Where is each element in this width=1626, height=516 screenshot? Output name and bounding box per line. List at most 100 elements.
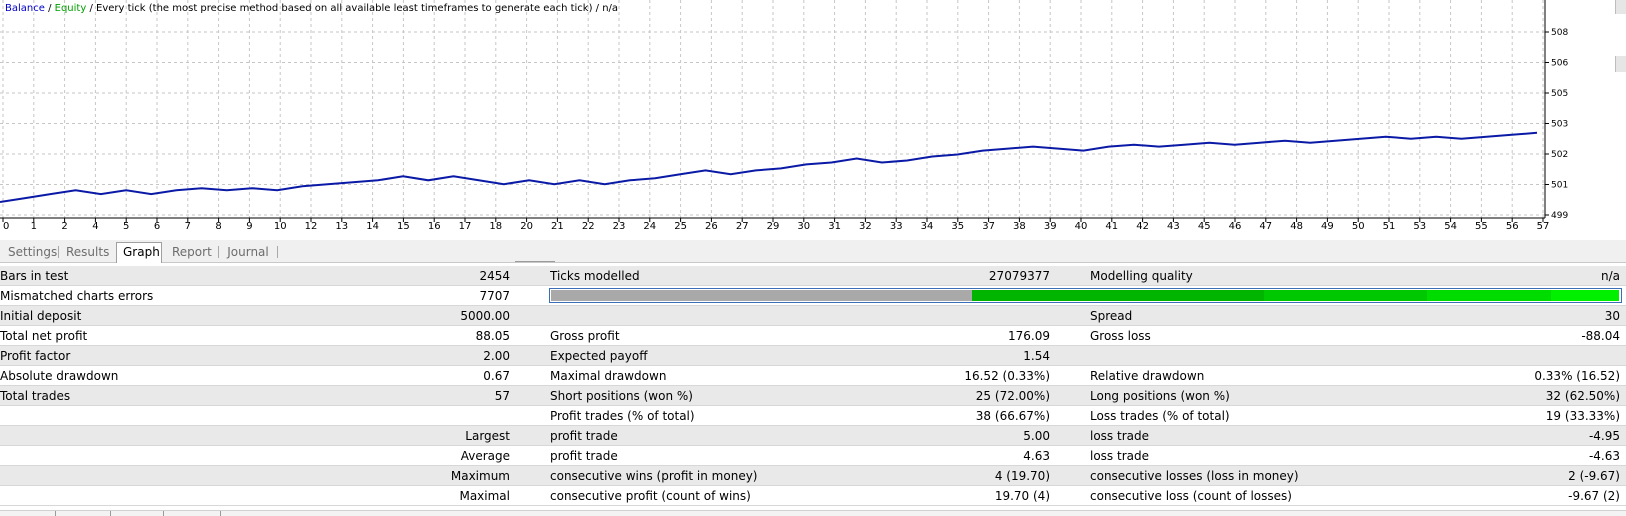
y-tick-label: 503 xyxy=(1551,120,1568,130)
profit-trades-value: 38 (66.67%) xyxy=(975,409,1050,423)
maximal-drawdown-value: 16.52 (0.33%) xyxy=(964,369,1050,383)
tab-results[interactable]: Results xyxy=(66,245,110,259)
largest-loss-trade-label: loss trade xyxy=(1090,429,1149,443)
quality-bar-grey xyxy=(551,290,972,301)
x-tick-label: 23 xyxy=(613,221,626,232)
x-tick-label: 4 xyxy=(92,221,98,232)
x-tick-label: 24 xyxy=(643,221,656,232)
x-tick-label: 40 xyxy=(1075,221,1088,232)
average-loss-trade-label: loss trade xyxy=(1090,449,1149,463)
spread-value: 30 xyxy=(1604,309,1620,323)
total-net-profit-value: 88.05 xyxy=(475,329,510,343)
absolute-drawdown-value: 0.67 xyxy=(483,369,510,383)
legend-balance: Balance xyxy=(5,3,45,14)
table-row: Maximal consecutive profit (count of win… xyxy=(0,486,1626,506)
x-tick-label: 1 xyxy=(31,221,37,232)
splitter-handle[interactable] xyxy=(515,261,555,262)
y-tick-label: 502 xyxy=(1551,150,1568,160)
maximum-label: Maximum xyxy=(450,469,510,483)
x-tick-label: 0 xyxy=(3,221,9,232)
total-trades-value: 57 xyxy=(494,389,510,403)
x-tick-label: 29 xyxy=(767,221,780,232)
total-trades-label: Total trades xyxy=(0,389,71,403)
mismatched-errors-label: Mismatched charts errors xyxy=(0,289,154,303)
loss-trades-label: Loss trades (% of total) xyxy=(1090,409,1230,423)
x-tick-label: 2 xyxy=(61,221,67,232)
long-positions-value: 32 (62.50%) xyxy=(1545,389,1620,403)
x-tick-label: 30 xyxy=(797,221,810,232)
tab-graph[interactable]: Graph xyxy=(116,242,162,263)
vertical-scrollbar-stub-2[interactable] xyxy=(1615,56,1626,72)
quality-bar-green-3 xyxy=(1427,290,1551,301)
largest-profit-trade-value: 5.00 xyxy=(1023,429,1050,443)
largest-profit-trade-label: profit trade xyxy=(550,429,618,443)
y-tick-label: 499 xyxy=(1551,211,1568,221)
short-positions-value: 25 (72.00%) xyxy=(975,389,1050,403)
table-row: Total trades 57 Short positions (won %) … xyxy=(0,386,1626,406)
x-tick-label: 54 xyxy=(1444,221,1457,232)
loss-trades-value: 19 (33.33%) xyxy=(1545,409,1620,423)
x-tick-label: 48 xyxy=(1290,221,1303,232)
x-tick-label: 46 xyxy=(1229,221,1242,232)
x-tick-label: 26 xyxy=(705,221,718,232)
bottom-tab-strip xyxy=(0,510,1626,516)
gross-loss-label: Gross loss xyxy=(1090,329,1151,343)
x-tick-label: 5 xyxy=(123,221,129,232)
vertical-scrollbar-stub[interactable] xyxy=(1615,0,1626,14)
x-tick-label: 8 xyxy=(215,221,221,232)
consecutive-wins-label: consecutive wins (profit in money) xyxy=(550,469,758,483)
tab-journal[interactable]: Journal xyxy=(227,245,269,259)
x-tick-label: 32 xyxy=(859,221,872,232)
balance-series-line xyxy=(0,131,1538,203)
x-tick-label: 25 xyxy=(674,221,687,232)
x-tick-label: 50 xyxy=(1352,221,1365,232)
x-tick-label: 9 xyxy=(246,221,252,232)
bottom-tab-divider xyxy=(55,511,56,516)
x-tick-label: 7 xyxy=(185,221,191,232)
consecutive-losses-value: 2 (-9.67) xyxy=(1568,469,1620,483)
table-row: Largest profit trade 5.00 loss trade -4.… xyxy=(0,426,1626,446)
chart-legend: Balance / Equity / Every tick (the most … xyxy=(5,3,618,14)
x-tick-label: 20 xyxy=(520,221,533,232)
bottom-tab-divider xyxy=(163,511,164,516)
x-tick-label: 10 xyxy=(274,221,287,232)
tab-report[interactable]: Report xyxy=(172,245,212,259)
relative-drawdown-value: 0.33% (16.52) xyxy=(1534,369,1620,383)
x-tick-label: 41 xyxy=(1105,221,1118,232)
consecutive-profit-value: 19.70 (4) xyxy=(994,489,1050,503)
x-tick-label: 45 xyxy=(1198,221,1211,232)
x-tick-label: 14 xyxy=(366,221,379,232)
initial-deposit-value: 5000.00 xyxy=(460,309,510,323)
table-row: Bars in test 2454 Ticks modelled 2707937… xyxy=(0,266,1626,286)
x-tick-label: 57 xyxy=(1537,221,1550,232)
modelling-quality-value: n/a xyxy=(1600,269,1620,283)
x-tick-label: 13 xyxy=(335,221,348,232)
modelling-quality-bar xyxy=(549,288,1622,303)
maximal-label: Maximal xyxy=(459,489,510,503)
total-net-profit-label: Total net profit xyxy=(0,329,88,343)
consecutive-loss-label: consecutive loss (count of losses) xyxy=(1090,489,1292,503)
maximal-drawdown-label: Maximal drawdown xyxy=(550,369,667,383)
initial-deposit-label: Initial deposit xyxy=(0,309,82,323)
largest-label: Largest xyxy=(465,429,510,443)
tab-settings[interactable]: Settings xyxy=(8,245,58,259)
table-row: Profit trades (% of total) 38 (66.67%) L… xyxy=(0,406,1626,426)
consecutive-loss-value: -9.67 (2) xyxy=(1568,489,1620,503)
x-tick-label: 47 xyxy=(1259,221,1272,232)
table-row: Average profit trade 4.63 loss trade -4.… xyxy=(0,446,1626,466)
gross-profit-value: 176.09 xyxy=(1008,329,1050,343)
spread-label: Spread xyxy=(1090,309,1133,323)
x-tick-label: 35 xyxy=(951,221,964,232)
ticks-modelled-value: 27079377 xyxy=(988,269,1050,283)
relative-drawdown-label: Relative drawdown xyxy=(1090,369,1205,383)
x-tick-label: 43 xyxy=(1167,221,1180,232)
y-tick-label: 501 xyxy=(1551,181,1568,191)
x-tick-label: 51 xyxy=(1383,221,1396,232)
bars-in-test-value: 2454 xyxy=(479,269,510,283)
legend-equity: Equity xyxy=(55,3,87,14)
x-tick-label: 22 xyxy=(582,221,595,232)
table-row: Total net profit 88.05 Gross profit 176.… xyxy=(0,326,1626,346)
x-tick-label: 39 xyxy=(1044,221,1057,232)
short-positions-label: Short positions (won %) xyxy=(550,389,693,403)
